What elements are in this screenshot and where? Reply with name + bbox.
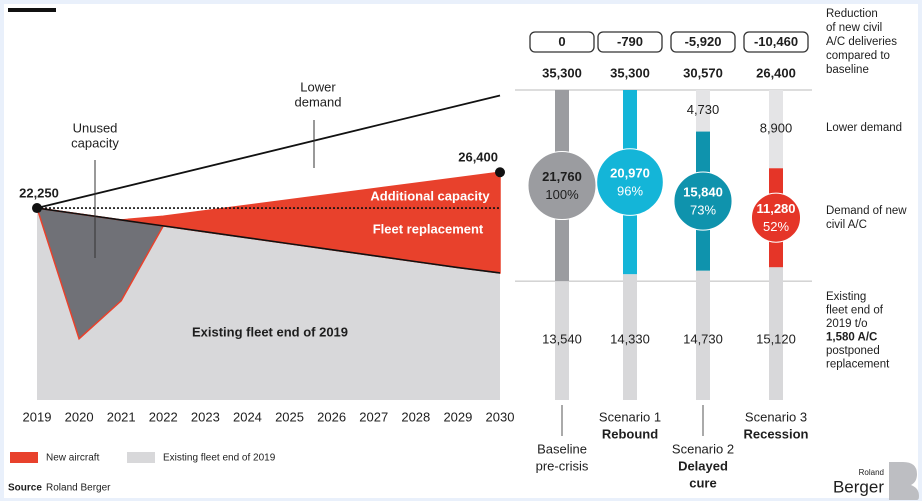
reduction-label: 0 [558, 34, 565, 49]
x-tick-label: 2028 [401, 409, 430, 424]
bar-segment [696, 90, 710, 132]
category-label: cure [689, 475, 716, 490]
demand-label: 11,280 [756, 201, 795, 216]
bar-segment [696, 270, 710, 400]
category-label: pre-crisis [536, 458, 589, 473]
annotation: Additional capacity [370, 188, 490, 203]
row-label: 2019 t/o [826, 318, 868, 330]
top-bar [8, 8, 56, 12]
x-tick-label: 2023 [191, 409, 220, 424]
marker-label: 26,400 [458, 150, 498, 165]
source-label: Source [8, 483, 42, 494]
marker [495, 167, 505, 178]
share-label: 73% [690, 203, 716, 218]
annotation: capacity [71, 135, 119, 150]
demand-circle [750, 192, 802, 243]
reduction-title: compared to [826, 50, 890, 62]
demand-circle [596, 148, 664, 216]
legend-label: New aircraft [46, 453, 100, 464]
x-tick-label: 2020 [65, 409, 94, 424]
reduction-label: -10,460 [754, 34, 798, 49]
baseline-line [36, 94, 501, 209]
annotation: Fleet replacement [373, 221, 484, 236]
demand-circle [527, 151, 597, 221]
legend-swatch [127, 452, 155, 463]
x-tick-label: 2025 [275, 409, 304, 424]
logo: Berger [833, 477, 884, 496]
row-label: fleet end of [826, 305, 884, 317]
row-label: Lower demand [826, 122, 902, 134]
legend-swatch [10, 452, 38, 463]
x-tick-label: 2030 [486, 409, 515, 424]
legend-label: Existing fleet end of 2019 [163, 453, 276, 464]
demand-label: 21,760 [542, 169, 582, 184]
reduction-label: -5,920 [685, 34, 722, 49]
reduction-box [743, 31, 809, 53]
source: Roland Berger [46, 483, 111, 494]
share-label: 96% [617, 184, 643, 199]
category-label: Baseline [537, 441, 587, 456]
category-label: Delayed [678, 458, 728, 473]
x-tick-label: 2027 [359, 409, 388, 424]
bar-segment [623, 274, 637, 400]
segment-label: 4,730 [687, 102, 720, 117]
x-tick-label: 2021 [107, 409, 136, 424]
total-label: 26,400 [756, 65, 796, 80]
category-label: Scenario 3 [745, 409, 807, 424]
row-label: civil A/C [826, 219, 867, 231]
logo-small: Roland [859, 468, 884, 477]
x-tick-label: 2026 [317, 409, 346, 424]
share-label: 100% [545, 187, 579, 202]
reduction-title: Reduction [826, 8, 878, 20]
total-label: 30,570 [683, 65, 723, 80]
reduction-box [597, 31, 663, 53]
x-tick-label: 2022 [149, 409, 178, 424]
segment-label: 15,120 [756, 331, 796, 346]
total-label: 35,300 [542, 65, 582, 80]
category-label: Recession [743, 426, 808, 441]
row-label: 1,580 A/C [826, 332, 877, 344]
reduction-title: baseline [826, 64, 869, 76]
segment-label: 13,540 [542, 331, 582, 346]
reduction-box [529, 31, 595, 53]
marker [32, 203, 42, 214]
category-label: Rebound [602, 426, 658, 441]
annotation: demand [295, 94, 342, 109]
category-label: Scenario 2 [672, 441, 734, 456]
annotation: Existing fleet end of 2019 [192, 324, 348, 339]
segment-label: 8,900 [760, 121, 793, 136]
demand-label: 15,840 [683, 185, 723, 200]
row-label: replacement [826, 359, 890, 371]
x-tick-label: 2029 [443, 409, 472, 424]
reduction-box [670, 31, 736, 53]
reduction-title: of new civil [826, 22, 882, 34]
segment-label: 14,330 [610, 331, 650, 346]
segment-label: 14,730 [683, 331, 723, 346]
reduction-title: A/C deliveries [826, 36, 897, 48]
category-label: Scenario 1 [599, 409, 661, 424]
annotation: Unused [73, 120, 118, 135]
x-tick-label: 2019 [23, 409, 52, 424]
reduction-label: -790 [617, 34, 643, 49]
demand-circle [673, 171, 733, 231]
bar-segment [769, 267, 783, 400]
bar-segment [555, 281, 569, 400]
marker-label: 22,250 [19, 185, 59, 200]
row-label: postponed [826, 345, 880, 357]
bar-segment [769, 90, 783, 169]
demand-label: 20,970 [610, 166, 650, 181]
existing-fleet-line [36, 207, 501, 274]
x-tick-label: 2024 [233, 409, 262, 424]
annotation: Lower [300, 79, 336, 94]
existing-fleet-area [37, 208, 500, 400]
row-label: Demand of new [826, 205, 907, 217]
row-label: Existing [826, 291, 866, 303]
total-label: 35,300 [610, 65, 650, 80]
share-label: 52% [763, 219, 789, 234]
logo-mark [889, 462, 919, 500]
